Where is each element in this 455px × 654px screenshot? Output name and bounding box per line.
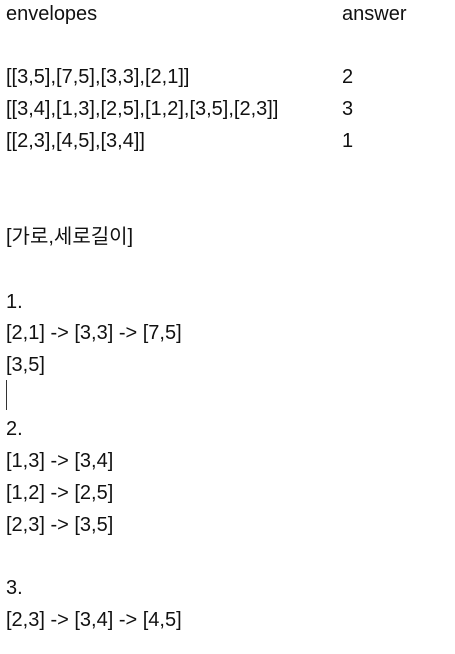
- case-answer: 2: [342, 66, 354, 88]
- note-title: [가로,세로길이]: [6, 226, 134, 248]
- text-caret: [6, 380, 7, 410]
- section-number: 3.: [6, 577, 23, 599]
- case-envelopes: [[3,4],[1,3],[2,5],[1,2],[3,5],[2,3]]: [6, 98, 279, 120]
- section-line: [1,2] -> [2,5]: [6, 482, 114, 504]
- section-line: [2,3] -> [3,5]: [6, 514, 114, 536]
- header-answer: answer: [342, 3, 407, 25]
- case-envelopes: [[3,5],[7,5],[3,3],[2,1]]: [6, 66, 190, 88]
- section-number: 1.: [6, 291, 23, 313]
- header-envelopes: envelopes: [6, 3, 98, 25]
- case-answer: 1: [342, 130, 354, 152]
- section-line: [2,3] -> [3,4] -> [4,5]: [6, 609, 182, 631]
- case-envelopes: [[2,3],[4,5],[3,4]]: [6, 130, 145, 152]
- section-line: [1,3] -> [3,4]: [6, 450, 114, 472]
- case-answer: 3: [342, 98, 354, 120]
- section-line: [3,5]: [6, 354, 45, 376]
- section-number: 2.: [6, 418, 23, 440]
- section-line: [2,1] -> [3,3] -> [7,5]: [6, 322, 182, 344]
